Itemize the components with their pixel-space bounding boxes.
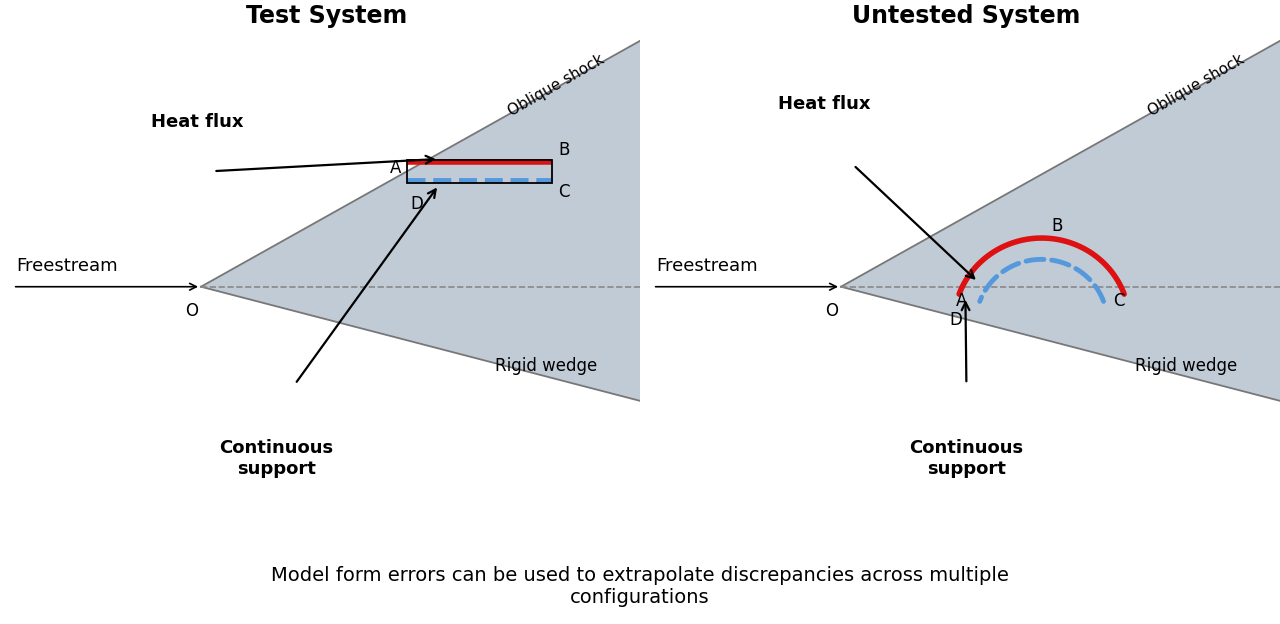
Text: A: A: [956, 293, 968, 310]
Text: B: B: [1051, 217, 1062, 235]
Text: C: C: [558, 183, 570, 202]
Text: D: D: [411, 195, 424, 213]
Bar: [407, 160, 552, 183]
Text: Continuous
support: Continuous support: [909, 439, 1024, 477]
Text: Oblique shock: Oblique shock: [1146, 52, 1247, 119]
Text: Continuous
support: Continuous support: [219, 439, 333, 477]
Polygon shape: [201, 41, 640, 401]
Text: Freestream: Freestream: [655, 256, 758, 275]
Text: C: C: [1112, 293, 1124, 310]
Text: Rigid wedge: Rigid wedge: [1135, 357, 1236, 375]
Title: Test System: Test System: [246, 4, 407, 28]
Text: Model form errors can be used to extrapolate discrepancies across multiple
confi: Model form errors can be used to extrapo…: [271, 566, 1009, 607]
Text: Rigid wedge: Rigid wedge: [495, 357, 596, 375]
Title: Untested System: Untested System: [852, 4, 1080, 28]
Text: O: O: [184, 302, 198, 320]
Text: O: O: [824, 302, 838, 320]
Text: Freestream: Freestream: [15, 256, 118, 275]
Text: A: A: [389, 159, 401, 177]
Polygon shape: [841, 41, 1280, 401]
Text: Heat flux: Heat flux: [151, 114, 243, 132]
Text: Oblique shock: Oblique shock: [506, 52, 607, 119]
Text: Heat flux: Heat flux: [778, 95, 870, 113]
Text: D: D: [950, 311, 963, 329]
Text: B: B: [558, 141, 570, 159]
